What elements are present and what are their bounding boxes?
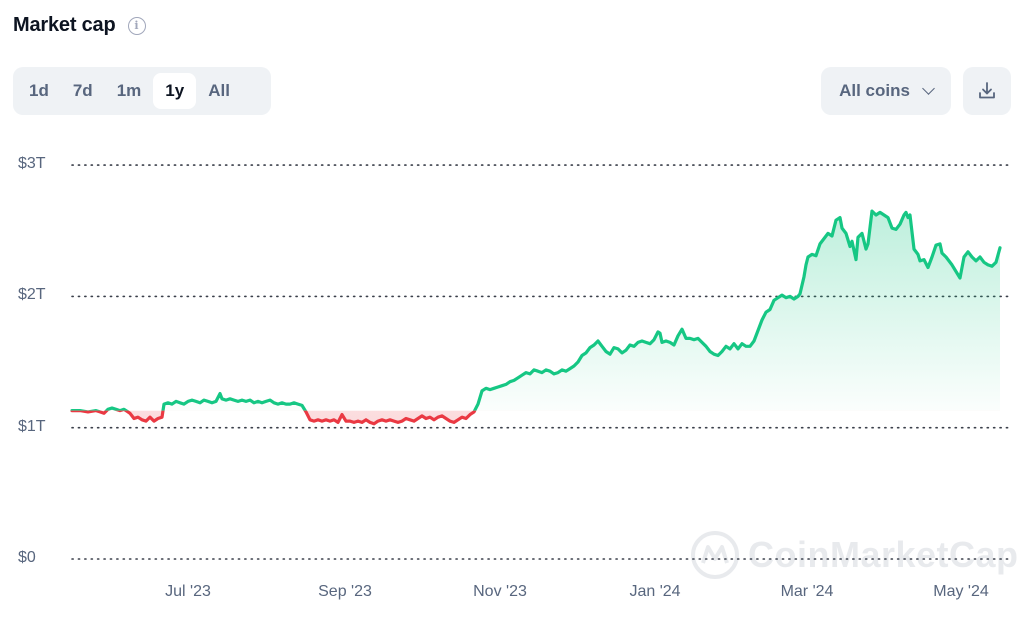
tab-1d[interactable]: 1d <box>29 81 49 100</box>
info-icon[interactable]: i <box>127 16 146 35</box>
x-tick-label: Sep '23 <box>318 583 372 600</box>
x-tick-label: Jul '23 <box>165 583 211 600</box>
y-tick-label: $3T <box>18 155 46 173</box>
page-title: Market cap <box>13 14 116 36</box>
download-icon <box>979 82 995 99</box>
tab-all[interactable]: All <box>208 81 230 100</box>
y-tick-label: $2T <box>18 286 46 304</box>
x-tick-label: Jan '24 <box>629 583 681 600</box>
x-tick-label: Mar '24 <box>780 583 834 600</box>
download-button[interactable] <box>963 67 1011 115</box>
price-line <box>70 209 1002 426</box>
x-tick-label: Nov '23 <box>473 583 527 600</box>
tab-1y[interactable]: 1y <box>153 73 197 109</box>
area-fill <box>72 211 1000 424</box>
x-tick-label: May '24 <box>933 583 989 600</box>
all-coins-dropdown[interactable]: All coins <box>821 67 951 115</box>
tab-7d[interactable]: 7d <box>72 81 93 100</box>
title-row: Market cap i <box>13 14 146 37</box>
time-range-tabs: 1d 7d 1m 1y All <box>13 67 271 115</box>
all-coins-label: All coins <box>839 81 910 100</box>
tab-1m[interactable]: 1m <box>116 81 142 100</box>
y-tick-label: $1T <box>18 417 46 435</box>
y-tick-label: $0 <box>18 549 36 566</box>
